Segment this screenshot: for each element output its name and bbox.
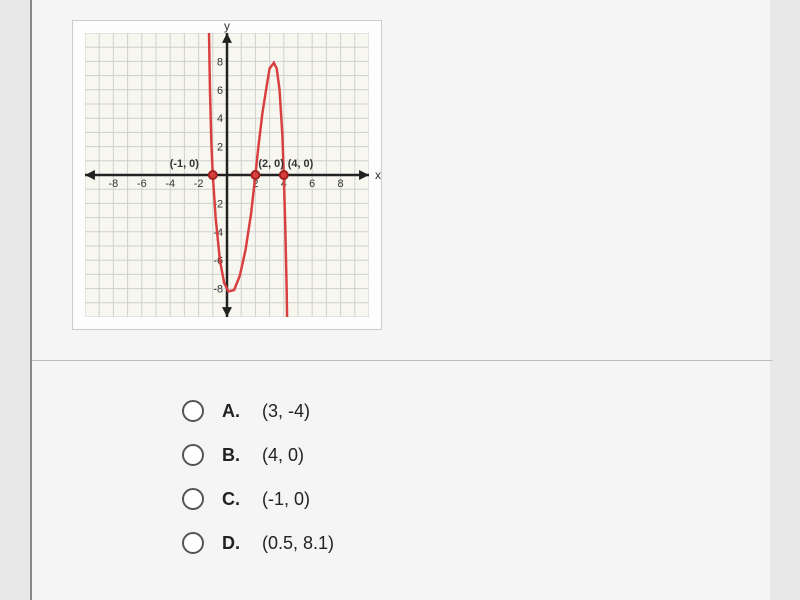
answer-option-d[interactable]: D. (0.5, 8.1) bbox=[182, 532, 334, 554]
radio-icon[interactable] bbox=[182, 444, 204, 466]
x-axis-label: x bbox=[375, 168, 381, 182]
svg-text:8: 8 bbox=[217, 56, 223, 68]
answer-letter: C. bbox=[222, 489, 244, 510]
svg-text:4: 4 bbox=[217, 113, 223, 125]
answer-letter: A. bbox=[222, 401, 244, 422]
answer-list: A. (3, -4) B. (4, 0) C. (-1, 0) D. (0.5, 8.1) bbox=[182, 400, 334, 554]
svg-text:6: 6 bbox=[309, 178, 315, 190]
svg-text:-8: -8 bbox=[109, 178, 119, 190]
svg-text:8: 8 bbox=[338, 178, 344, 190]
answer-text: (-1, 0) bbox=[262, 489, 310, 510]
svg-text:2: 2 bbox=[217, 142, 223, 154]
svg-text:(4, 0): (4, 0) bbox=[288, 158, 314, 170]
answer-letter: B. bbox=[222, 445, 244, 466]
svg-text:-4: -4 bbox=[165, 178, 175, 190]
radio-icon[interactable] bbox=[182, 400, 204, 422]
svg-text:-6: -6 bbox=[137, 178, 147, 190]
radio-icon[interactable] bbox=[182, 488, 204, 510]
y-axis-label: y bbox=[224, 19, 230, 33]
answer-text: (3, -4) bbox=[262, 401, 310, 422]
svg-text:-8: -8 bbox=[213, 284, 223, 296]
page: y x -8-8-6-6-4-4-2-222446688(-1, 0)(2, 0… bbox=[30, 0, 770, 600]
answer-text: (0.5, 8.1) bbox=[262, 533, 334, 554]
radio-icon[interactable] bbox=[182, 532, 204, 554]
svg-text:(2, 0): (2, 0) bbox=[258, 158, 284, 170]
answer-letter: D. bbox=[222, 533, 244, 554]
answer-option-a[interactable]: A. (3, -4) bbox=[182, 400, 334, 422]
answer-text: (4, 0) bbox=[262, 445, 304, 466]
svg-text:6: 6 bbox=[217, 85, 223, 97]
svg-text:(-1, 0): (-1, 0) bbox=[170, 158, 199, 170]
section-divider bbox=[32, 360, 772, 361]
chart-panel: y x -8-8-6-6-4-4-2-222446688(-1, 0)(2, 0… bbox=[72, 20, 382, 330]
answer-option-b[interactable]: B. (4, 0) bbox=[182, 444, 334, 466]
answer-option-c[interactable]: C. (-1, 0) bbox=[182, 488, 334, 510]
coordinate-chart: -8-8-6-6-4-4-2-222446688(-1, 0)(2, 0)(4,… bbox=[85, 33, 369, 317]
svg-text:-2: -2 bbox=[194, 178, 204, 190]
